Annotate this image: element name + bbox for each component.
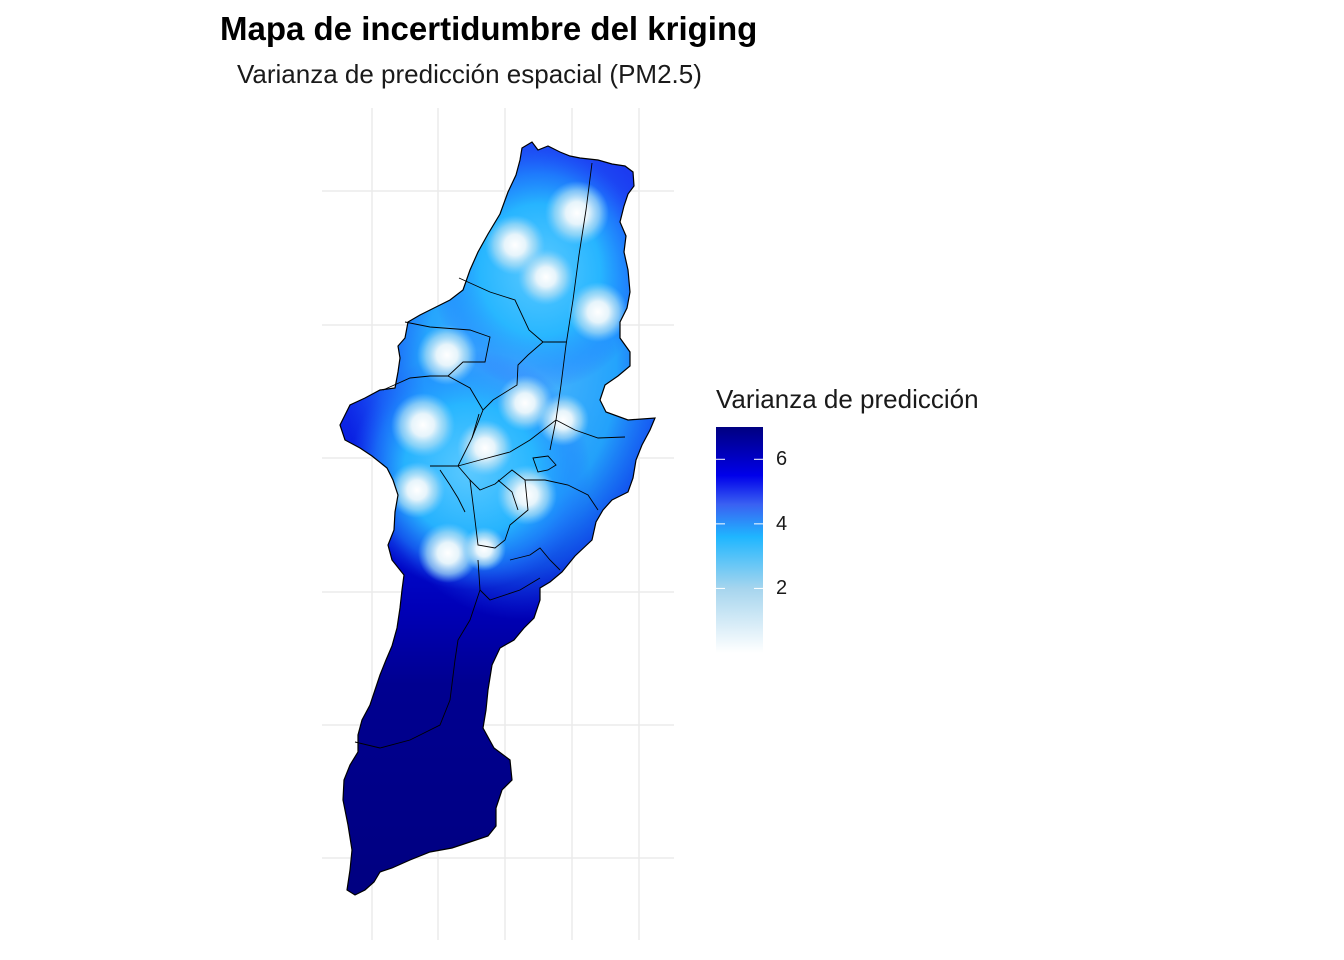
map-title: Mapa de incertidumbre del kriging [220, 10, 758, 47]
legend-ticks [716, 458, 763, 589]
legend [716, 427, 763, 653]
legend-tick-label: 6 [776, 448, 788, 471]
map-subtitle: Varianza de predicción espacial (PM2.5) [237, 59, 702, 89]
legend-colorbar [716, 427, 763, 653]
legend-tick-label: 4 [776, 512, 788, 535]
legend-tick-label: 2 [776, 577, 788, 600]
locality-borders [354, 162, 626, 749]
legend-title: Varianza de predicción [716, 384, 979, 414]
city-outline [339, 141, 656, 896]
